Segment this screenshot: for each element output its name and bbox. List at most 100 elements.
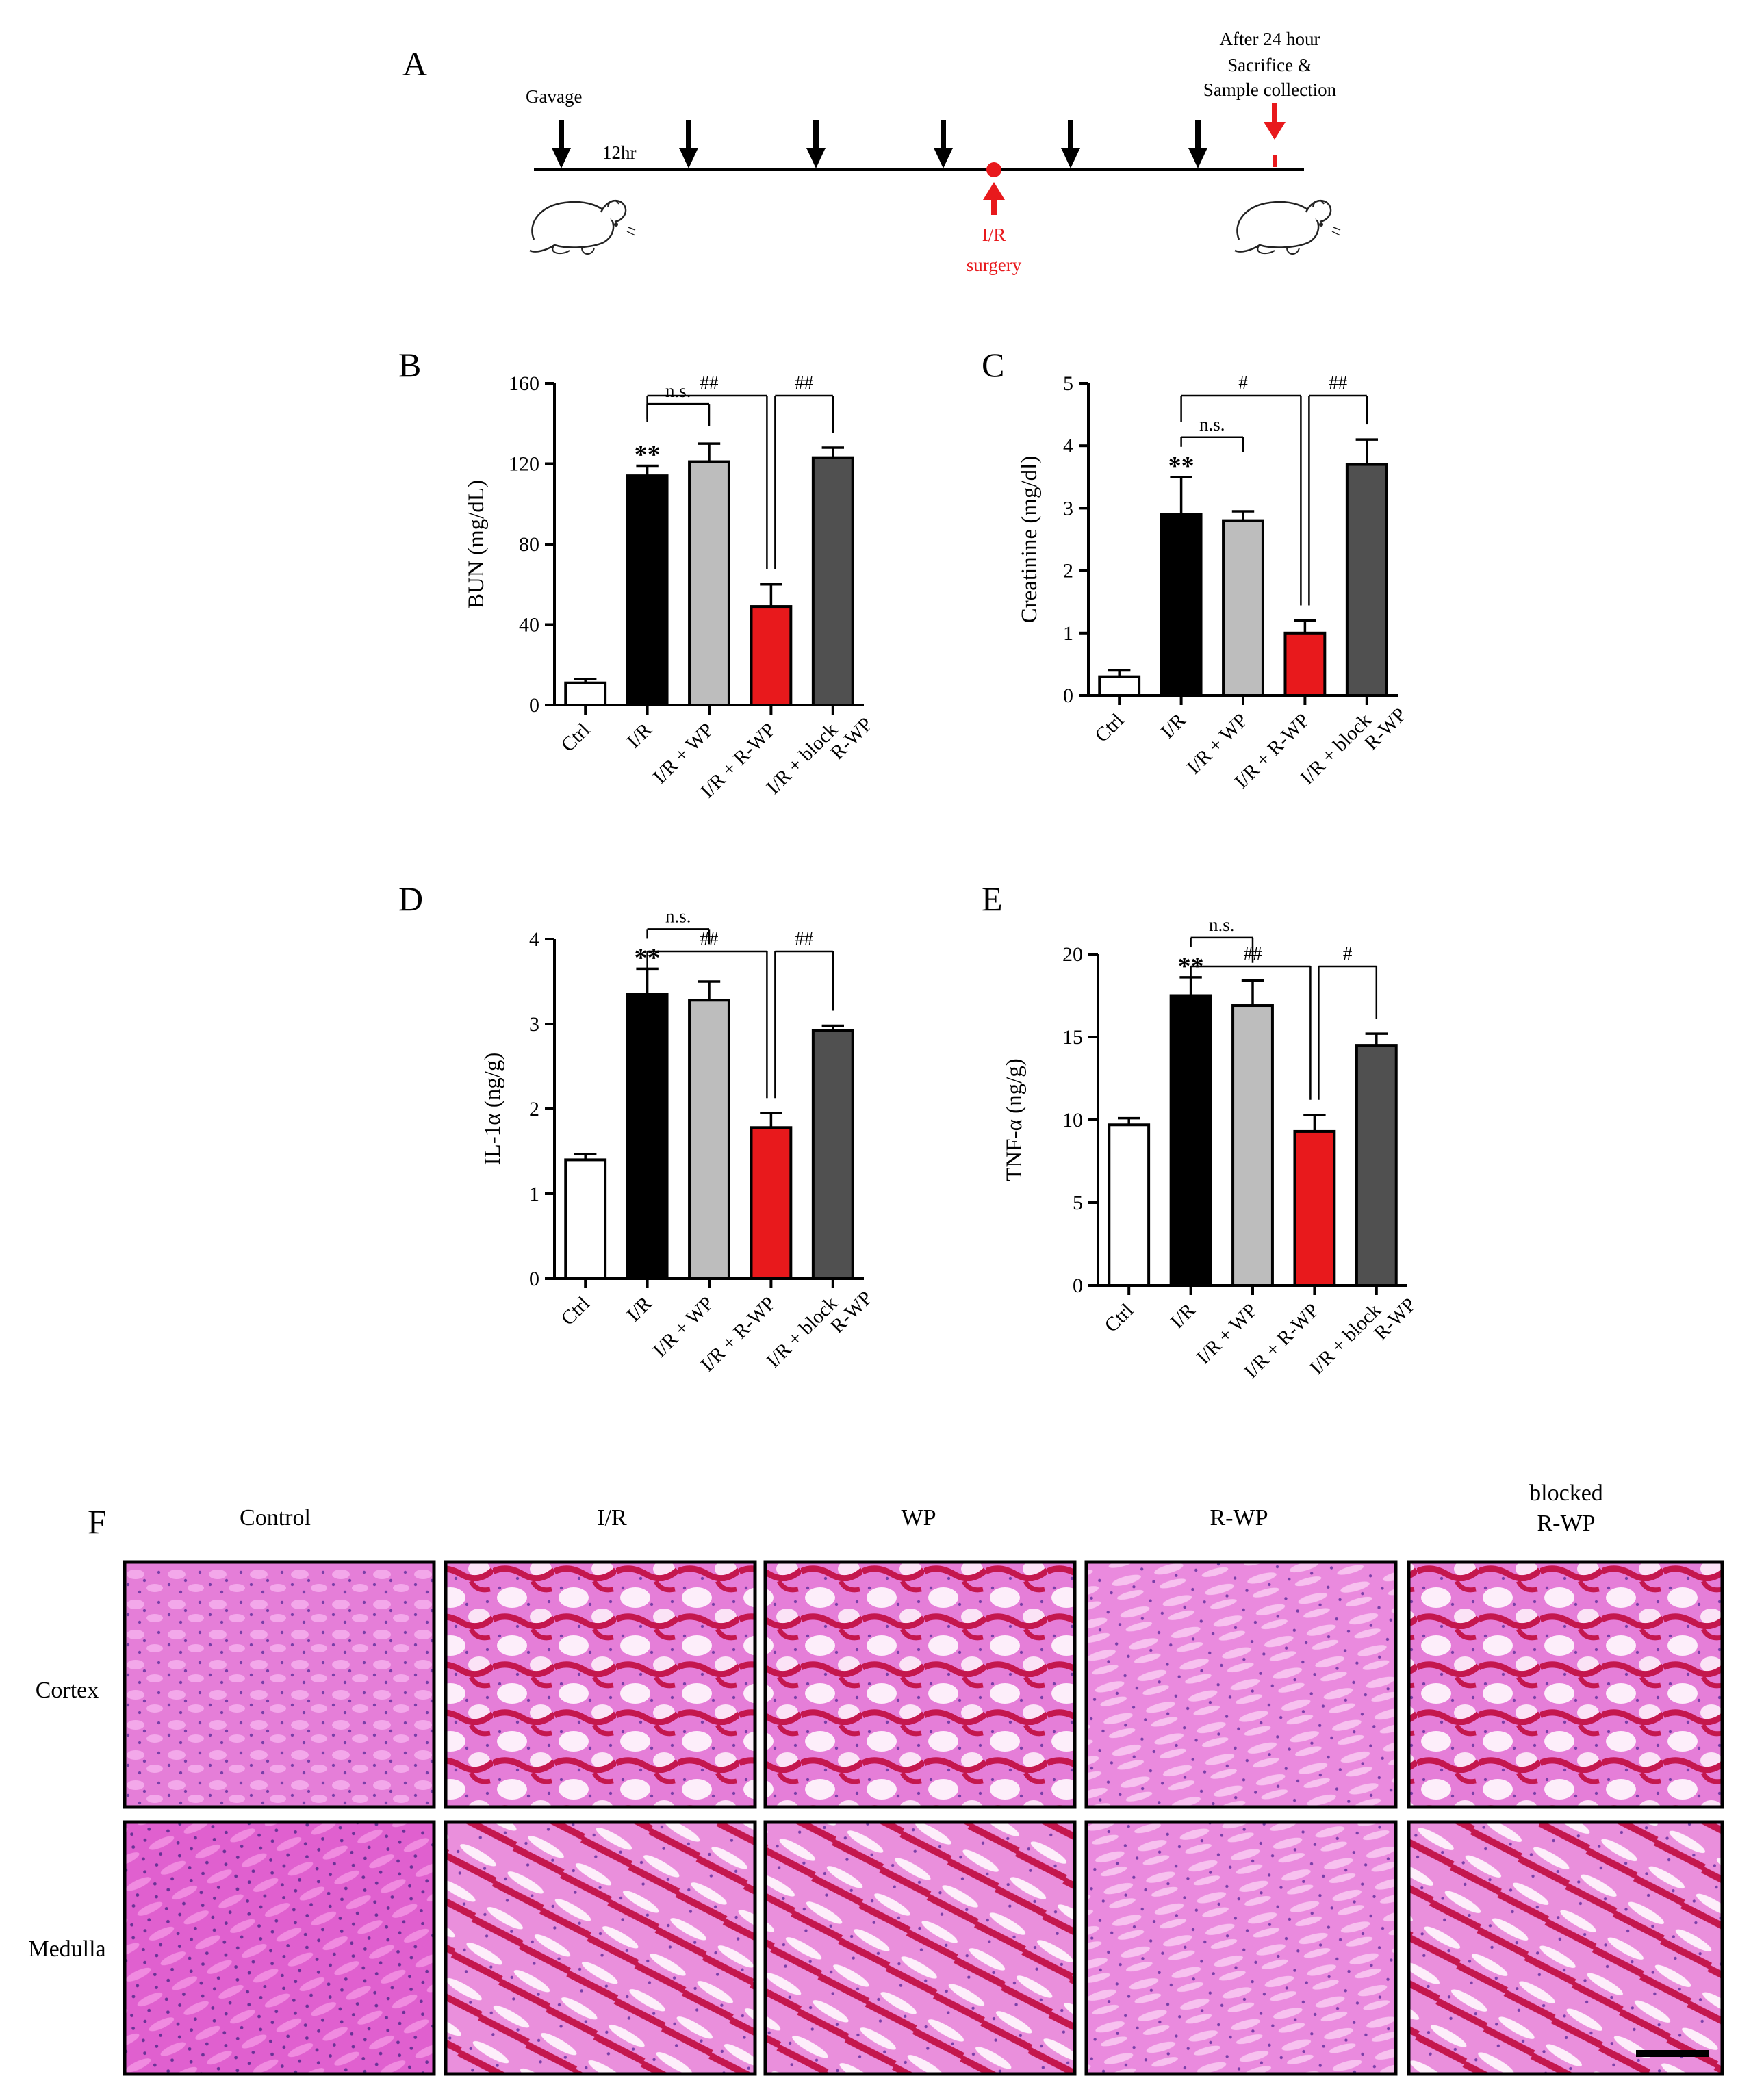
x-tick-label: I/R + blockR-WP bbox=[1296, 689, 1411, 804]
x-tick-label: Ctrl bbox=[557, 719, 595, 756]
column-label-blocked: blocked bbox=[1529, 1481, 1603, 1506]
y-axis-label: IL-1α (ng/g) bbox=[481, 1053, 505, 1166]
bar bbox=[1098, 675, 1141, 697]
bar bbox=[688, 460, 730, 706]
y-tick-label: 4 bbox=[529, 928, 539, 951]
bracket-label: # bbox=[1343, 943, 1353, 964]
micrograph-blocked-rwp-medulla bbox=[1407, 1820, 1724, 2076]
significance-stars: ** bbox=[1168, 452, 1194, 481]
bar bbox=[626, 474, 669, 706]
y-tick-label: 160 bbox=[509, 372, 539, 395]
y-axis-label: TNF-α (ng/g) bbox=[1002, 1058, 1027, 1181]
mouse-icon-end bbox=[1234, 199, 1341, 255]
y-tick-label: 5 bbox=[1063, 372, 1073, 395]
y-tick-label: 4 bbox=[1063, 435, 1073, 457]
bracket-label: # bbox=[1238, 372, 1248, 393]
x-tick-label: I/R + blockR-WP bbox=[763, 699, 877, 813]
bracket-label: ## bbox=[795, 372, 814, 393]
surgery-marker-icon bbox=[983, 162, 1005, 215]
bar bbox=[1222, 519, 1264, 697]
column-label-control: Control bbox=[240, 1505, 311, 1531]
y-tick-label: 0 bbox=[1063, 684, 1073, 707]
bar bbox=[1231, 1004, 1274, 1288]
bracket-label: ## bbox=[700, 372, 719, 393]
bar bbox=[1283, 631, 1327, 697]
micrograph-ir-medulla bbox=[444, 1820, 757, 2076]
y-tick-label: 5 bbox=[1073, 1192, 1083, 1214]
x-tick-label: Ctrl bbox=[557, 1292, 595, 1330]
bracket-label: ## bbox=[795, 928, 814, 949]
y-tick-label: 10 bbox=[1062, 1109, 1083, 1131]
ir-label: I/R bbox=[982, 225, 1006, 245]
bracket-label: n.s. bbox=[1209, 914, 1235, 935]
x-tick-label: Ctrl bbox=[1091, 709, 1129, 747]
y-tick-label: 3 bbox=[1063, 497, 1073, 520]
x-tick-label: Ctrl bbox=[1101, 1299, 1138, 1337]
sacrifice-label: Sacrifice & bbox=[1227, 55, 1312, 75]
micrograph-rwp-medulla bbox=[1084, 1820, 1398, 2076]
x-tick-label: I/R bbox=[623, 719, 656, 752]
bracket-label: n.s. bbox=[1199, 414, 1225, 435]
y-tick-label: 2 bbox=[1063, 560, 1073, 582]
bar bbox=[1293, 1129, 1336, 1287]
histology-panel: F Control I/R WP R-WP blocked R-WP Corte… bbox=[28, 1481, 1724, 2076]
micrograph-ir-cortex bbox=[444, 1560, 757, 1809]
bracket-label: ## bbox=[1244, 943, 1263, 964]
bar bbox=[750, 1126, 793, 1281]
y-tick-label: 20 bbox=[1062, 943, 1083, 966]
y-axis-label: BUN (mg/dL) bbox=[464, 480, 489, 609]
mouse-icon-start bbox=[529, 199, 636, 255]
row-label-cortex: Cortex bbox=[36, 1678, 99, 1703]
y-tick-label: 0 bbox=[529, 694, 539, 717]
y-tick-label: 40 bbox=[519, 614, 539, 637]
gavage-arrow-head-icon bbox=[1061, 148, 1080, 168]
sacrifice-arrow-icon bbox=[1264, 103, 1286, 167]
micrograph-control-cortex bbox=[123, 1560, 436, 1809]
micrograph-control-medulla bbox=[123, 1820, 436, 2076]
y-tick-label: 0 bbox=[1073, 1275, 1083, 1297]
column-label-ir: I/R bbox=[597, 1505, 627, 1531]
y-tick-label: 15 bbox=[1062, 1026, 1083, 1049]
bar bbox=[564, 1158, 607, 1281]
y-tick-label: 80 bbox=[519, 533, 539, 556]
sample-collection-label: Sample collection bbox=[1203, 79, 1337, 100]
panel-letter-b: B bbox=[398, 346, 421, 384]
interval-label: 12hr bbox=[602, 142, 637, 163]
y-tick-label: 120 bbox=[509, 453, 539, 476]
x-tick-label: I/R + blockR-WP bbox=[763, 1272, 877, 1387]
bar bbox=[564, 681, 607, 706]
gavage-arrow-group bbox=[552, 120, 1207, 168]
column-label-blocked-rwp: R-WP bbox=[1537, 1511, 1596, 1536]
y-tick-label: 2 bbox=[529, 1098, 539, 1121]
bar bbox=[688, 999, 730, 1281]
bar bbox=[811, 456, 854, 706]
significance-stars: ** bbox=[635, 440, 661, 469]
bar bbox=[1108, 1123, 1151, 1288]
y-axis-label: Creatinine (mg/dl) bbox=[1017, 456, 1042, 624]
x-tick-label: I/R bbox=[1157, 709, 1190, 743]
row-label-medulla: Medulla bbox=[28, 1936, 105, 1962]
x-tick-label: I/R bbox=[1166, 1299, 1200, 1333]
micrograph-wp-cortex bbox=[763, 1560, 1077, 1809]
y-tick-label: 1 bbox=[529, 1183, 539, 1205]
micrograph-wp-medulla bbox=[763, 1820, 1077, 2076]
y-tick-label: 0 bbox=[529, 1268, 539, 1290]
panel-letter-a: A bbox=[402, 44, 427, 83]
bracket-label: n.s. bbox=[665, 381, 691, 401]
bracket-label: n.s. bbox=[665, 906, 691, 926]
y-tick-label: 1 bbox=[1063, 622, 1073, 645]
gavage-arrow-head-icon bbox=[934, 148, 953, 168]
column-label-wp: WP bbox=[902, 1505, 936, 1531]
bar bbox=[1160, 513, 1203, 697]
gavage-arrow-head-icon bbox=[1188, 148, 1207, 168]
gavage-arrow-head-icon bbox=[806, 148, 826, 168]
surgery-label: surgery bbox=[967, 255, 1022, 275]
bar bbox=[1355, 1044, 1398, 1287]
bar bbox=[811, 1029, 854, 1281]
panel-letter-f: F bbox=[88, 1502, 107, 1541]
bar bbox=[1169, 994, 1212, 1287]
column-label-rwp: R-WP bbox=[1210, 1505, 1268, 1531]
